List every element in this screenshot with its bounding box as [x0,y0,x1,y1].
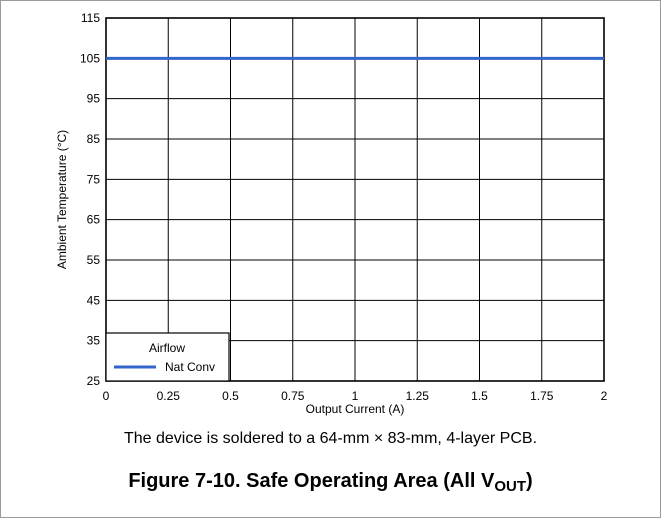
grid [105,17,605,382]
y-tick-label: 105 [80,51,100,65]
figure-note: The device is soldered to a 64-mm × 83-m… [123,430,538,447]
caption-subscript: OUT [494,478,527,495]
x-tick-label: 1.25 [406,389,430,403]
y-tick-label: 25 [87,374,101,388]
legend-title: Airflow [149,341,185,355]
y-tick-label: 85 [87,132,101,146]
y-axis-label: Ambient Temperature (°C) [55,130,69,269]
y-tick-label: 75 [87,172,101,186]
y-tick-label: 65 [87,213,101,227]
y-tick-label: 35 [87,334,101,348]
x-tick-label: 1 [352,389,359,403]
tick-labels: 0 0.25 0.5 0.75 1 1.25 1.5 1.75 2 25 35 45 55 65 75 85 9… [80,11,608,403]
x-tick-label: 0.5 [222,389,239,403]
figure-caption: Figure 7-10. Safe Operating Area (All VO… [0,470,661,495]
y-tick-label: 115 [81,11,100,25]
x-tick-label: 0 [103,389,110,403]
chart: 0 0.25 0.5 0.75 1 1.25 1.5 1.75 2 25 35 45 55 65 75 85 9… [55,11,608,416]
x-tick-label: 0.25 [157,389,181,403]
x-tick-label: 0.75 [281,389,305,403]
x-tick-label: 1.5 [471,389,488,403]
legend-box [105,332,230,382]
plot-border [105,17,605,382]
legend: Airflow Nat Conv [105,332,230,382]
y-tick-label: 45 [87,293,101,307]
y-tick-label: 55 [87,253,101,267]
caption-end: ) [526,470,533,492]
legend-entry-nat-conv: Nat Conv [165,360,215,374]
x-tick-label: 2 [601,389,608,403]
x-axis-label: Output Current (A) [306,402,405,416]
y-tick-label: 95 [87,92,101,106]
x-tick-label: 1.75 [530,389,554,403]
caption-main: Figure 7-10. Safe Operating Area (All V [128,470,495,492]
